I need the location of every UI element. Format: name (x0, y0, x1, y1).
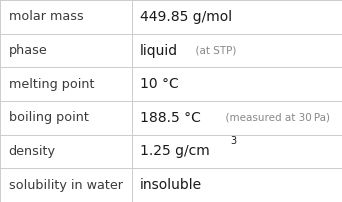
Text: 1.25 g/cm: 1.25 g/cm (140, 144, 210, 159)
Text: boiling point: boiling point (9, 111, 89, 124)
Text: molar mass: molar mass (9, 10, 83, 23)
Text: 10 °C: 10 °C (140, 77, 179, 91)
Text: solubility in water: solubility in water (9, 179, 122, 192)
Text: 449.85 g/mol: 449.85 g/mol (140, 10, 232, 24)
Text: 3: 3 (230, 136, 236, 146)
Text: phase: phase (9, 44, 47, 57)
Text: 188.5 °C: 188.5 °C (140, 111, 201, 125)
Text: insoluble: insoluble (140, 178, 202, 192)
Text: density: density (9, 145, 55, 158)
Text: (at STP): (at STP) (189, 45, 237, 56)
Text: liquid: liquid (140, 43, 178, 58)
Text: (measured at 30 Pa): (measured at 30 Pa) (219, 113, 330, 123)
Text: melting point: melting point (9, 78, 94, 91)
